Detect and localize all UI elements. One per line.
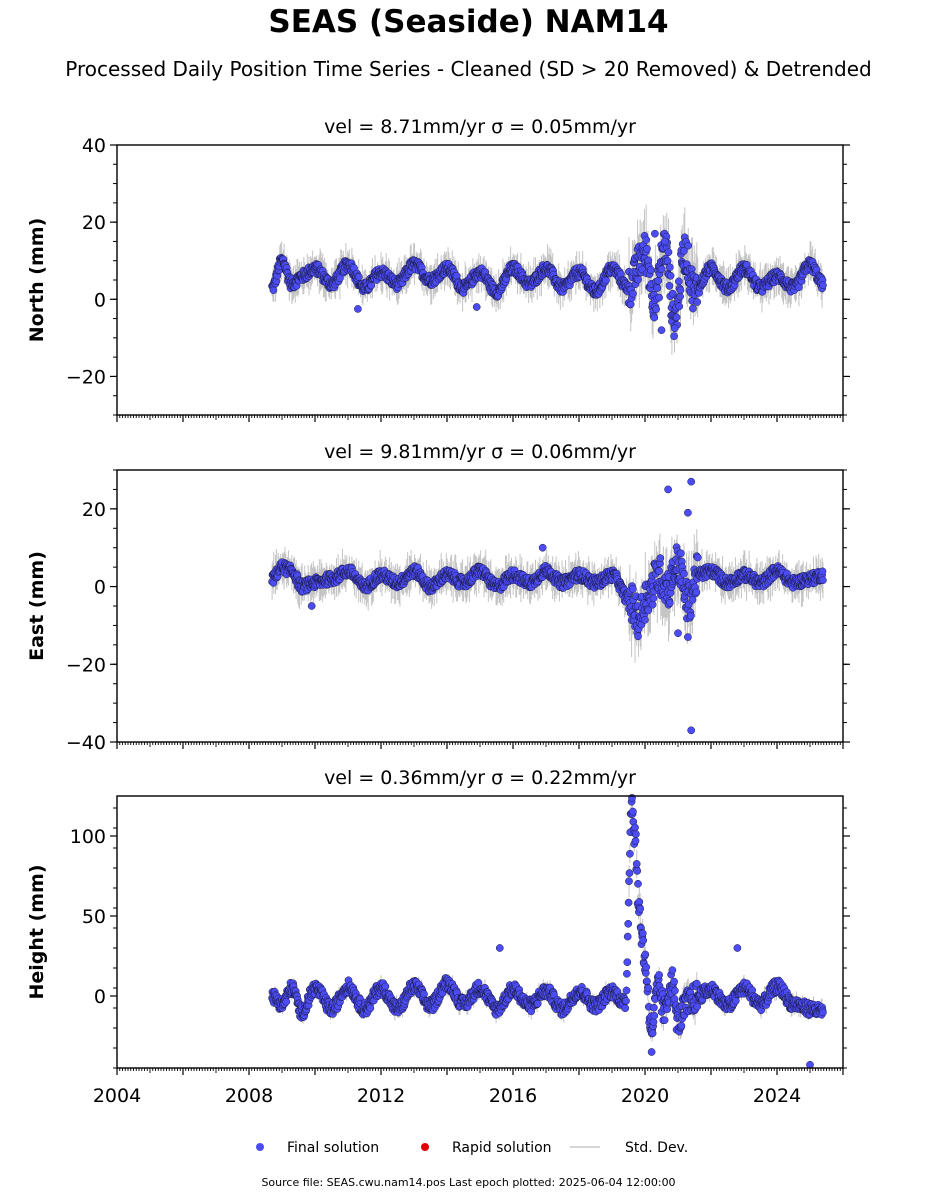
final-solution-point: [657, 265, 666, 274]
y-axis-label-east: East (mm): [26, 551, 48, 661]
final-solution-outlier: [354, 305, 362, 313]
final-solution-outlier: [472, 303, 481, 311]
final-solution-outlier: [660, 237, 669, 246]
y-tick-label: −20: [66, 366, 106, 388]
final-solution-point: [655, 567, 663, 575]
final-solution-point: [665, 263, 674, 272]
final-solution-point: [692, 588, 701, 597]
final-solution-point: [641, 616, 649, 624]
final-solution-point: [644, 606, 653, 615]
chart-title: SEAS (Seaside) NAM14: [268, 4, 669, 40]
y-tick-label: 0: [94, 289, 106, 311]
final-solution-point: [642, 235, 651, 244]
final-solution-outlier: [664, 485, 672, 494]
y-axis-label-north: North (mm): [26, 218, 48, 343]
panel-title-north: vel = 8.71mm/yr σ = 0.05mm/yr: [324, 116, 636, 138]
final-solution-point: [674, 277, 683, 286]
final-solution-point: [656, 554, 665, 562]
final-solution-point: [680, 569, 688, 578]
final-solution-point: [666, 271, 675, 280]
final-solution-point: [650, 313, 659, 322]
final-solution-outlier: [684, 508, 692, 517]
plot-frame-east: [116, 469, 844, 743]
final-solution-outlier: [307, 602, 316, 610]
y-tick-label: −20: [66, 654, 106, 676]
final-solution-point: [634, 275, 642, 284]
final-solution-point: [686, 611, 695, 620]
panel-title-east: vel = 9.81mm/yr σ = 0.06mm/yr: [324, 441, 636, 463]
final-solution-point: [647, 266, 655, 274]
final-solution-point: [655, 293, 663, 302]
final-solution-outlier: [651, 229, 659, 238]
final-solution-outlier: [538, 543, 547, 552]
final-solution-point: [634, 632, 642, 641]
y-tick-label: −40: [66, 732, 106, 754]
final-solution-point: [676, 286, 685, 295]
final-solution-point: [693, 298, 702, 306]
panel-title-height: vel = 0.36mm/yr σ = 0.22mm/yr: [324, 767, 636, 789]
final-solution-point: [629, 289, 637, 298]
final-solution-point: [670, 332, 678, 341]
final-solution-point: [653, 284, 662, 292]
final-solution-point: [677, 549, 685, 558]
final-solution-outlier: [674, 629, 682, 638]
y-tick-label: 40: [82, 135, 106, 157]
final-solution-point: [269, 286, 278, 294]
final-solution-point: [689, 304, 697, 313]
final-solution-point: [654, 276, 663, 285]
panel-height: vel = 0.36mm/yr σ = 0.22mm/yr Height (mm)…: [26, 767, 850, 1107]
final-solution-point: [648, 600, 657, 609]
panel-east: vel = 9.81mm/yr σ = 0.06mm/yr East (mm) −4…: [26, 441, 850, 754]
final-solution-point: [818, 567, 827, 576]
final-solution-point: [336, 274, 344, 283]
chart-subtitle: Processed Daily Position Time Series - C…: [65, 57, 872, 81]
final-solution-points-east: [268, 477, 827, 735]
final-solution-outlier: [687, 477, 696, 486]
final-solution-points-north: [268, 229, 827, 341]
y-tick-label: 20: [82, 499, 106, 521]
final-solution-point: [643, 244, 651, 253]
std-dev-bars-east: [271, 529, 824, 663]
y-tick-label: 20: [82, 212, 106, 234]
final-solution-outlier: [670, 324, 679, 333]
final-solution-point: [629, 585, 637, 593]
final-solution-point: [665, 599, 674, 607]
final-solution-outlier: [687, 726, 696, 735]
final-solution-point: [684, 241, 693, 250]
final-solution-point: [680, 247, 688, 255]
final-solution-point: [665, 281, 674, 290]
final-solution-point: [675, 302, 684, 311]
final-solution-outlier: [684, 633, 692, 641]
final-solution-point: [664, 248, 673, 257]
final-solution-point: [354, 273, 363, 281]
y-tick-label: 0: [94, 577, 106, 599]
final-solution-point: [688, 595, 697, 604]
panel-north: vel = 8.71mm/yr σ = 0.05mm/yr North (mm) −…: [26, 116, 850, 422]
final-solution-outlier: [657, 326, 666, 334]
final-solution-point: [652, 305, 660, 314]
final-solution-point: [819, 576, 827, 585]
final-solution-point: [672, 313, 681, 322]
final-solution-point: [693, 553, 702, 562]
final-solution-point: [649, 594, 658, 603]
y-axis-label-height: Height (mm): [26, 864, 48, 999]
final-solution-point: [819, 281, 827, 290]
final-solution-point: [602, 276, 610, 285]
